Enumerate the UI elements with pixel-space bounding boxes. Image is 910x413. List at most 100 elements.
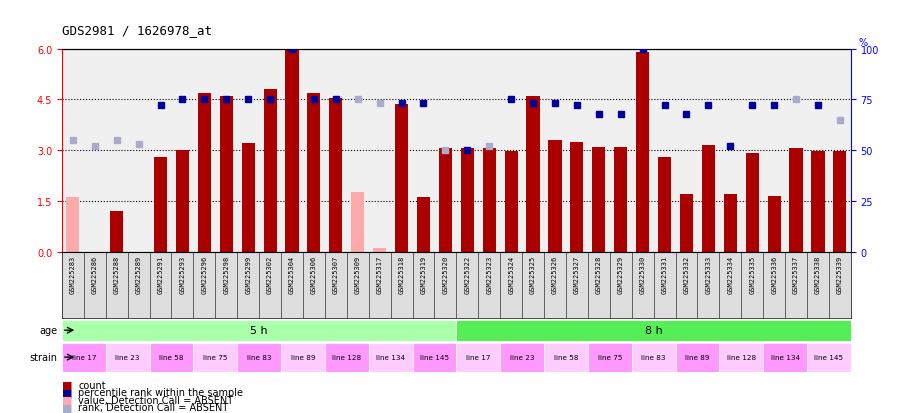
Bar: [501, 343, 544, 372]
Text: ■: ■: [62, 380, 73, 390]
Bar: [149, 343, 193, 372]
Text: line 83: line 83: [642, 354, 666, 360]
Text: GSM225324: GSM225324: [508, 255, 514, 293]
Text: line 128: line 128: [332, 354, 361, 360]
Text: GSM225330: GSM225330: [640, 255, 646, 293]
Text: percentile rank within the sample: percentile rank within the sample: [78, 387, 243, 397]
Text: ■: ■: [62, 402, 73, 412]
Text: %: %: [859, 38, 868, 47]
Text: GSM225322: GSM225322: [464, 255, 470, 293]
Bar: [110, 211, 123, 252]
Bar: [456, 320, 851, 341]
Bar: [504, 152, 518, 252]
Bar: [675, 343, 719, 372]
Text: line 89: line 89: [685, 354, 710, 360]
Text: ■: ■: [62, 395, 73, 405]
Text: GSM225307: GSM225307: [333, 255, 339, 293]
Text: line 145: line 145: [814, 354, 844, 360]
Text: line 128: line 128: [727, 354, 756, 360]
Bar: [614, 147, 627, 252]
Bar: [197, 93, 211, 252]
Bar: [238, 343, 281, 372]
Bar: [154, 157, 167, 252]
Bar: [66, 198, 79, 252]
Bar: [723, 195, 737, 252]
Bar: [62, 343, 106, 372]
Text: line 75: line 75: [203, 354, 228, 360]
Bar: [571, 142, 583, 252]
Bar: [456, 343, 501, 372]
Bar: [636, 53, 649, 252]
Text: GSM225286: GSM225286: [92, 255, 97, 293]
Bar: [193, 343, 238, 372]
Text: GSM225299: GSM225299: [245, 255, 251, 293]
Bar: [544, 343, 588, 372]
Text: GDS2981 / 1626978_at: GDS2981 / 1626978_at: [62, 24, 212, 37]
Text: GSM225296: GSM225296: [201, 255, 207, 293]
Bar: [632, 343, 675, 372]
Text: GSM225337: GSM225337: [793, 255, 799, 293]
Text: 8 h: 8 h: [644, 325, 662, 335]
Text: line 17: line 17: [466, 354, 490, 360]
Text: GSM225302: GSM225302: [267, 255, 273, 293]
Bar: [719, 343, 763, 372]
Text: line 58: line 58: [159, 354, 184, 360]
Bar: [308, 93, 320, 252]
Bar: [325, 343, 369, 372]
Bar: [460, 149, 474, 252]
Bar: [106, 343, 149, 372]
Bar: [329, 98, 342, 252]
Text: age: age: [39, 325, 57, 335]
Text: ■: ■: [62, 387, 73, 397]
Bar: [395, 105, 409, 252]
Text: GSM225325: GSM225325: [530, 255, 536, 293]
Text: GSM225298: GSM225298: [223, 255, 229, 293]
Text: GSM225317: GSM225317: [377, 255, 383, 293]
Text: GSM225318: GSM225318: [399, 255, 405, 293]
Bar: [767, 196, 781, 252]
Text: GSM225283: GSM225283: [70, 255, 76, 293]
Bar: [369, 343, 412, 372]
Bar: [834, 152, 846, 252]
Text: GSM225334: GSM225334: [727, 255, 733, 293]
Text: value, Detection Call = ABSENT: value, Detection Call = ABSENT: [78, 395, 233, 405]
Text: GSM225327: GSM225327: [574, 255, 580, 293]
Text: line 134: line 134: [376, 354, 405, 360]
Text: GSM225326: GSM225326: [552, 255, 558, 293]
Text: GSM225329: GSM225329: [618, 255, 623, 293]
Text: GSM225333: GSM225333: [705, 255, 712, 293]
Text: count: count: [78, 380, 106, 390]
Text: GSM225320: GSM225320: [442, 255, 449, 293]
Text: GSM225288: GSM225288: [114, 255, 120, 293]
Text: 5 h: 5 h: [250, 325, 268, 335]
Bar: [439, 149, 452, 252]
Text: line 134: line 134: [771, 354, 800, 360]
Bar: [745, 154, 759, 252]
Text: GSM225319: GSM225319: [420, 255, 427, 293]
Bar: [62, 320, 456, 341]
Text: line 23: line 23: [510, 354, 534, 360]
Bar: [812, 152, 824, 252]
Bar: [264, 90, 277, 252]
Bar: [592, 147, 605, 252]
Text: line 75: line 75: [598, 354, 622, 360]
Text: strain: strain: [29, 352, 57, 362]
Text: GSM225293: GSM225293: [179, 255, 186, 293]
Bar: [281, 343, 325, 372]
Bar: [549, 141, 561, 252]
Bar: [658, 157, 672, 252]
Text: GSM225338: GSM225338: [815, 255, 821, 293]
Text: GSM225289: GSM225289: [136, 255, 142, 293]
Text: line 83: line 83: [247, 354, 271, 360]
Bar: [417, 198, 430, 252]
Bar: [763, 343, 807, 372]
Bar: [588, 343, 632, 372]
Bar: [241, 144, 255, 252]
Text: GSM225339: GSM225339: [837, 255, 843, 293]
Bar: [219, 97, 233, 252]
Bar: [373, 249, 386, 252]
Text: line 17: line 17: [72, 354, 96, 360]
Bar: [807, 343, 851, 372]
Bar: [412, 343, 456, 372]
Bar: [702, 146, 715, 252]
